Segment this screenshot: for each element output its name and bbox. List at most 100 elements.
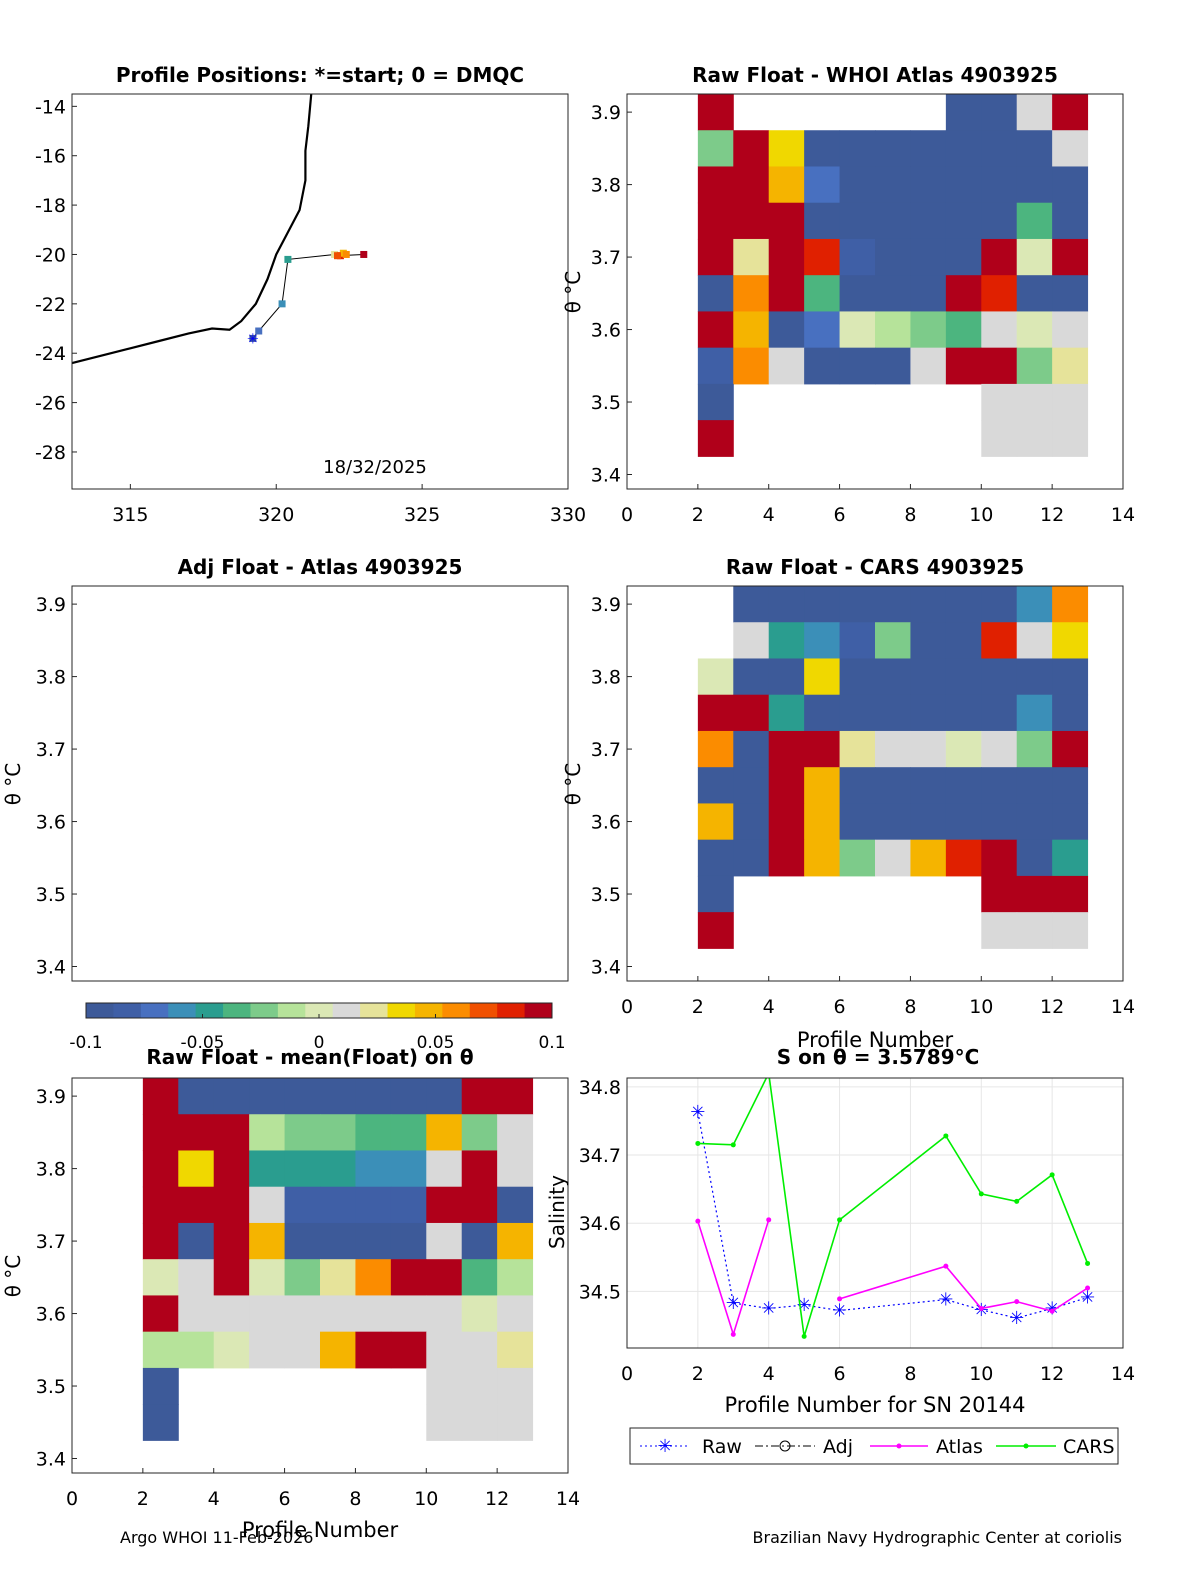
atlas-point [1014,1299,1020,1305]
map-y-tick-label: -26 [35,393,66,415]
heatmap-cell [910,202,947,240]
heatmap-cell [355,1150,392,1188]
heatmap-y-tick-label: 3.6 [36,1304,66,1326]
heatmap-cell [426,1114,463,1151]
heatmap-cell [697,166,734,204]
heatmap-cell [839,694,876,732]
heatmap-cell [733,347,770,385]
heatmap-cell [981,130,1018,167]
cars-point [978,1191,984,1197]
heatmap-cell [768,803,805,841]
heatmap-cell [249,1114,286,1151]
heatmap-cell [768,347,805,385]
heatmap-x-tick-label: 10 [969,504,993,526]
heatmap-cells [697,586,1089,949]
heatmap-cell [733,311,770,349]
heatmap-x-tick-label: 14 [1111,996,1135,1018]
heatmap-y-tick-label: 3.6 [36,812,66,834]
heatmap-cell [981,875,1018,913]
heatmap-cell [1016,420,1053,457]
series-line-raw [697,1111,1088,1319]
heatmap-cell [1016,839,1053,877]
map-x-tick-label: 320 [258,504,294,526]
heatmap-cell [355,1295,392,1333]
profile-position-marker [342,250,350,258]
heatmap-cell [981,311,1018,349]
heatmap-cell [945,347,982,385]
heatmap-cell [804,730,841,768]
heatmap-cell [1052,912,1089,949]
coastline [71,93,313,365]
heatmap-cell [804,586,841,623]
heatmap-cell [910,238,947,276]
float-track-line [252,252,364,339]
heatmap-cell [1016,658,1053,696]
heatmap-y-tick-label: 3.9 [36,1086,66,1108]
heatmap-cell [875,238,911,276]
heatmap-cell [426,1404,463,1441]
heatmap-axes-box [71,1077,569,1474]
heatmap-cell [461,1186,498,1224]
heatmap-cell [910,622,947,659]
heatmap-cell [768,767,805,804]
heatmap-cell [981,383,1018,421]
heatmap-y-tick-label: 3.7 [36,1231,66,1253]
map-y-tick-label: -22 [35,294,66,316]
colorbar: -0.1 -0.05 0 0.05 0.1 [69,1002,566,1053]
colorbar-swatch [414,1003,443,1018]
heatmap-cell [355,1114,392,1151]
raw-point: ✳ [938,1290,953,1311]
heatmap-cell [320,1114,356,1151]
heatmap-cell [697,730,734,768]
heatmap-cell [697,875,734,913]
heatmap-y-tick-label: 3.7 [36,739,66,761]
cars-point [1085,1260,1091,1266]
heatmap-cell [875,202,911,240]
raw-point: ✳ [1009,1308,1024,1329]
heatmap-cell [1016,166,1053,204]
heatmap-cell [697,420,734,457]
heatmap-y-tick-label: 3.4 [591,957,621,979]
heatmap-cell [390,1295,427,1333]
heatmap-cell [733,275,770,312]
heatmap-cell [461,1331,498,1369]
colorbar-swatch [497,1003,526,1018]
heatmap-cell [945,166,982,204]
heatmap-cell [910,586,947,623]
heatmap-cell [768,694,805,732]
heatmap-y-tick-label: 3.5 [591,392,621,414]
heatmap-cell [1052,311,1089,349]
heatmap-cell [804,658,841,696]
heatmap-x-tick-label: 2 [692,504,704,526]
heatmap-cell [875,803,911,841]
heatmap-cell [945,767,982,804]
legend-cars-label: CARS [1063,1436,1115,1458]
heatmap-cell [355,1078,392,1115]
heatmap-cell [213,1186,250,1224]
colorbar-tick-label: 0.1 [538,1033,565,1053]
salinity-ylabel: Salinity [545,1175,569,1249]
heatmap-cell [284,1078,321,1115]
heatmap-cell [733,130,770,167]
heatmap-y-tick-label: 3.4 [591,465,621,487]
heatmap-cell [1052,586,1089,623]
adj-heatmap-panel: Adj Float - Atlas 4903925 θ °C 3.4 3.5 3.6… [1,555,569,982]
heatmap-cell [1052,730,1089,768]
heatmap-cell [945,202,982,240]
heatmap-cell [178,1295,215,1333]
heatmap-cell [945,130,982,167]
heatmap-cell [1052,875,1089,913]
map-y-tick-label: -16 [35,146,66,168]
atlas-point [730,1331,736,1337]
heatmap-cell [497,1078,534,1115]
heatmap-cell [284,1295,321,1333]
heatmap-cell [804,275,841,312]
heatmap-cell [497,1186,534,1224]
heatmap-cell [1016,875,1053,913]
heatmap-cell [461,1150,498,1188]
heatmap-cell [875,839,911,877]
heatmap-cell [497,1295,534,1333]
heatmap-cell [213,1222,250,1260]
heatmap-cell [945,839,982,877]
heatmap-cell [945,94,982,131]
